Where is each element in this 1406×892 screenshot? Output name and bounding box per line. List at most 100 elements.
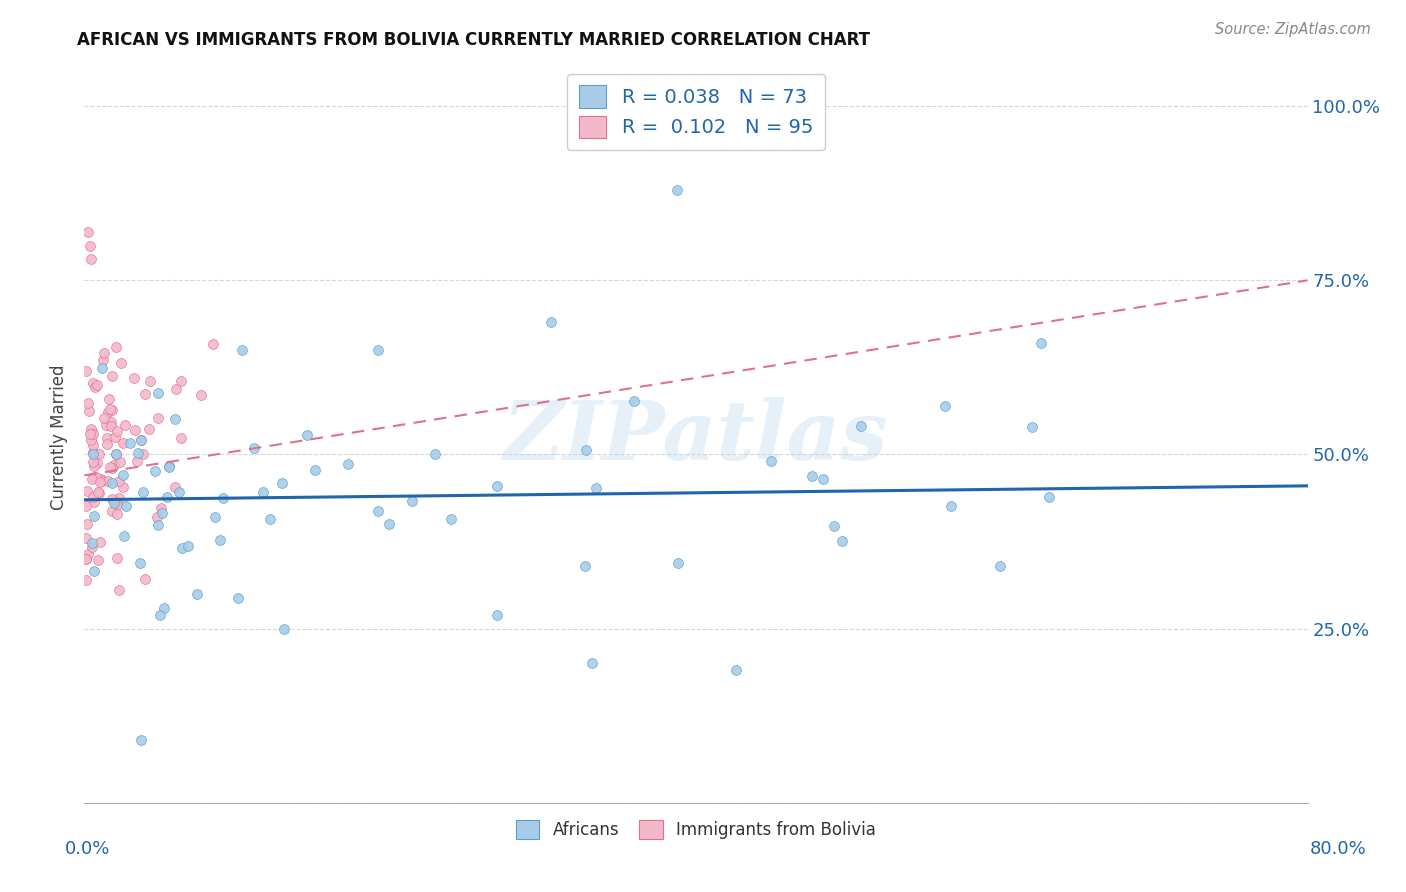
Point [79, 252, 101, 267]
Point [228, 591, 250, 606]
Point [111, 480, 134, 494]
Point [96, 431, 118, 445]
Point [170, 541, 193, 555]
Point [77, 225, 100, 239]
Point [259, 511, 281, 525]
Point [115, 500, 138, 514]
Point [89, 475, 111, 490]
Text: 80.0%: 80.0% [1310, 840, 1367, 858]
Point [89, 447, 111, 461]
Point [100, 419, 122, 434]
Point [378, 517, 401, 532]
Text: 0.0%: 0.0% [65, 840, 110, 858]
Point [127, 454, 149, 468]
Point [87, 484, 110, 499]
Point [83, 564, 105, 578]
Point [988, 558, 1011, 573]
Point [100, 415, 122, 429]
Point [186, 587, 208, 601]
Point [146, 410, 169, 425]
Point [212, 491, 235, 505]
Point [157, 458, 180, 473]
Point [367, 503, 389, 517]
Point [111, 435, 134, 450]
Point [105, 551, 128, 566]
Point [148, 607, 170, 622]
Point [170, 374, 193, 388]
Point [204, 510, 226, 524]
Point [585, 481, 607, 495]
Point [150, 506, 173, 520]
Point [367, 343, 389, 357]
Point [401, 494, 423, 508]
Point [139, 374, 162, 388]
Point [87, 486, 110, 500]
Point [83, 494, 105, 508]
Point [104, 495, 127, 509]
Point [243, 441, 266, 455]
Point [100, 504, 122, 518]
Point [80, 536, 103, 550]
Point [104, 494, 127, 508]
Point [336, 457, 359, 471]
Point [132, 484, 155, 499]
Legend: Africans, Immigrants from Bolivia: Africans, Immigrants from Bolivia [506, 810, 886, 849]
Point [177, 539, 200, 553]
Point [167, 485, 190, 500]
Y-axis label: Currently Married: Currently Married [51, 364, 69, 510]
Point [101, 491, 124, 506]
Point [124, 423, 146, 437]
Point [934, 399, 956, 413]
Point [105, 507, 128, 521]
Point [127, 446, 149, 460]
Point [163, 411, 186, 425]
Point [100, 461, 122, 475]
Point [295, 427, 318, 442]
Point [170, 431, 193, 445]
Point [120, 435, 142, 450]
Point [129, 434, 152, 448]
Point [76, 483, 98, 498]
Point [122, 371, 145, 385]
Point [97, 474, 120, 488]
Point [75, 364, 97, 378]
Point [152, 600, 174, 615]
Point [149, 500, 172, 515]
Point [101, 368, 124, 383]
Point [271, 476, 294, 491]
Point [666, 183, 689, 197]
Point [111, 468, 134, 483]
Point [93, 346, 115, 360]
Point [581, 657, 603, 671]
Point [83, 469, 105, 483]
Point [849, 418, 872, 433]
Point [91, 474, 114, 488]
Point [105, 447, 128, 461]
Point [83, 509, 105, 524]
Point [231, 343, 253, 357]
Point [103, 458, 125, 472]
Point [96, 405, 118, 419]
Point [939, 499, 962, 513]
Point [79, 434, 101, 448]
Point [89, 535, 111, 549]
Point [134, 572, 156, 586]
Point [759, 453, 782, 467]
Point [800, 468, 823, 483]
Point [423, 448, 446, 462]
Point [252, 485, 274, 500]
Point [114, 417, 136, 432]
Point [163, 480, 186, 494]
Point [108, 491, 131, 506]
Point [79, 404, 101, 418]
Point [574, 559, 596, 574]
Point [105, 498, 128, 512]
Point [98, 401, 121, 416]
Point [86, 470, 108, 484]
Point [146, 510, 169, 524]
Text: AFRICAN VS IMMIGRANTS FROM BOLIVIA CURRENTLY MARRIED CORRELATION CHART: AFRICAN VS IMMIGRANTS FROM BOLIVIA CURRE… [77, 31, 870, 49]
Point [131, 733, 153, 747]
Point [831, 534, 853, 549]
Point [110, 356, 132, 370]
Point [485, 607, 508, 622]
